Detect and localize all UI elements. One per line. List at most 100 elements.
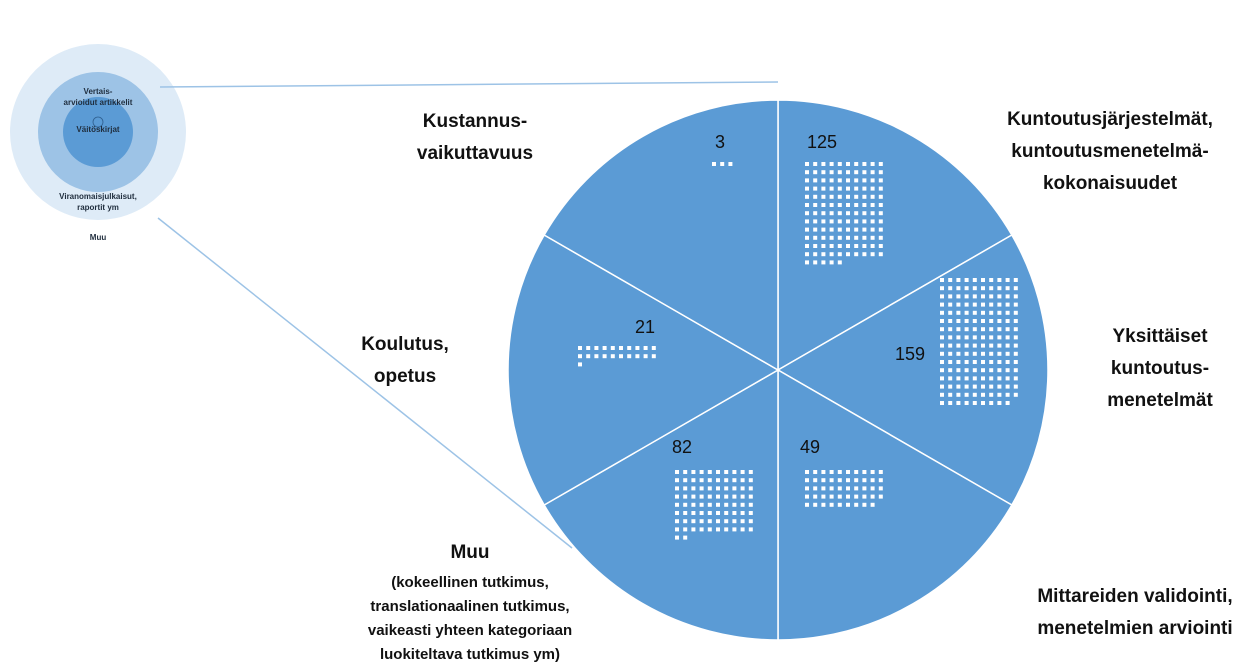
sector-label: Kuntoutusjärjestelmät, (1007, 109, 1213, 130)
dot (862, 211, 867, 216)
dot (699, 527, 704, 532)
dot (1013, 294, 1018, 299)
dot (724, 494, 729, 499)
dot (854, 170, 859, 175)
dot (805, 194, 809, 199)
dot (862, 502, 867, 507)
sector-label: kuntoutus- (1111, 358, 1209, 379)
dot (813, 260, 818, 265)
dot (964, 310, 969, 315)
dot (837, 203, 842, 207)
dot (862, 494, 867, 499)
dot (643, 354, 648, 359)
dot (972, 368, 977, 373)
dot (997, 376, 1002, 381)
dot (748, 511, 753, 515)
dot (805, 170, 809, 175)
sector-detail: translationaalinen tutkimus, (370, 598, 569, 615)
dot (829, 502, 834, 507)
dot (870, 478, 875, 483)
dot (956, 384, 961, 389)
dot (854, 502, 859, 507)
dot (821, 260, 826, 265)
dot (997, 286, 1002, 291)
dot (972, 384, 977, 389)
ring-core (92, 116, 104, 128)
dot (837, 178, 842, 183)
dot (989, 335, 994, 340)
sector-detail: vaikeasti yhteen kategoriaan (368, 622, 572, 639)
dot (997, 278, 1002, 282)
dot (989, 319, 994, 323)
dot (740, 486, 745, 491)
sector-label: Koulutus, (361, 334, 449, 355)
dot (997, 335, 1002, 340)
dot (972, 376, 977, 381)
dot (675, 494, 679, 499)
dot (821, 219, 826, 224)
dot (813, 470, 818, 474)
dot-grid (578, 346, 656, 367)
dot (805, 252, 809, 257)
dot (972, 351, 977, 356)
dot (716, 519, 720, 524)
dot (854, 211, 859, 216)
dot (989, 278, 994, 282)
dot (997, 368, 1002, 373)
dot (643, 346, 648, 350)
dot (878, 252, 883, 257)
dot (870, 470, 875, 474)
dot (846, 203, 850, 207)
dot (862, 162, 867, 166)
dot (821, 170, 826, 175)
dot (1005, 343, 1010, 348)
dot (837, 470, 842, 474)
dot (1013, 335, 1018, 340)
dot (862, 244, 867, 248)
dot (691, 494, 696, 499)
dot (989, 401, 994, 405)
dot (619, 354, 623, 359)
dot (854, 494, 859, 499)
dot (878, 486, 883, 491)
dot (1005, 392, 1010, 397)
dot (878, 494, 883, 499)
dot (691, 486, 696, 491)
sector-count: 159 (895, 344, 925, 364)
dot (732, 527, 737, 532)
dot (1013, 376, 1018, 381)
sector-label: Muu (450, 542, 489, 563)
dot (1013, 310, 1018, 315)
dot (1013, 302, 1018, 307)
sector-count: 21 (635, 317, 655, 337)
dot (691, 527, 696, 532)
dot (964, 368, 969, 373)
dot (627, 346, 632, 350)
dot (829, 203, 834, 207)
dot (748, 470, 753, 474)
dot (989, 368, 994, 373)
dot (981, 384, 985, 389)
dot (699, 478, 704, 483)
dot (683, 527, 688, 532)
dot (675, 511, 679, 515)
dot (740, 470, 745, 474)
dot (1005, 278, 1010, 282)
dot (1005, 360, 1010, 364)
dot (829, 235, 834, 240)
sector-count: 49 (800, 437, 820, 457)
dot (740, 527, 745, 532)
dot (870, 244, 875, 248)
dot (878, 203, 883, 207)
dot (821, 178, 826, 183)
dot (586, 346, 591, 350)
dot (699, 502, 704, 507)
dot (1013, 392, 1018, 397)
dot (635, 354, 640, 359)
dot (821, 162, 826, 166)
dot (997, 302, 1002, 307)
dot (691, 502, 696, 507)
dot (870, 494, 875, 499)
dot (948, 360, 953, 364)
dot (948, 302, 953, 307)
